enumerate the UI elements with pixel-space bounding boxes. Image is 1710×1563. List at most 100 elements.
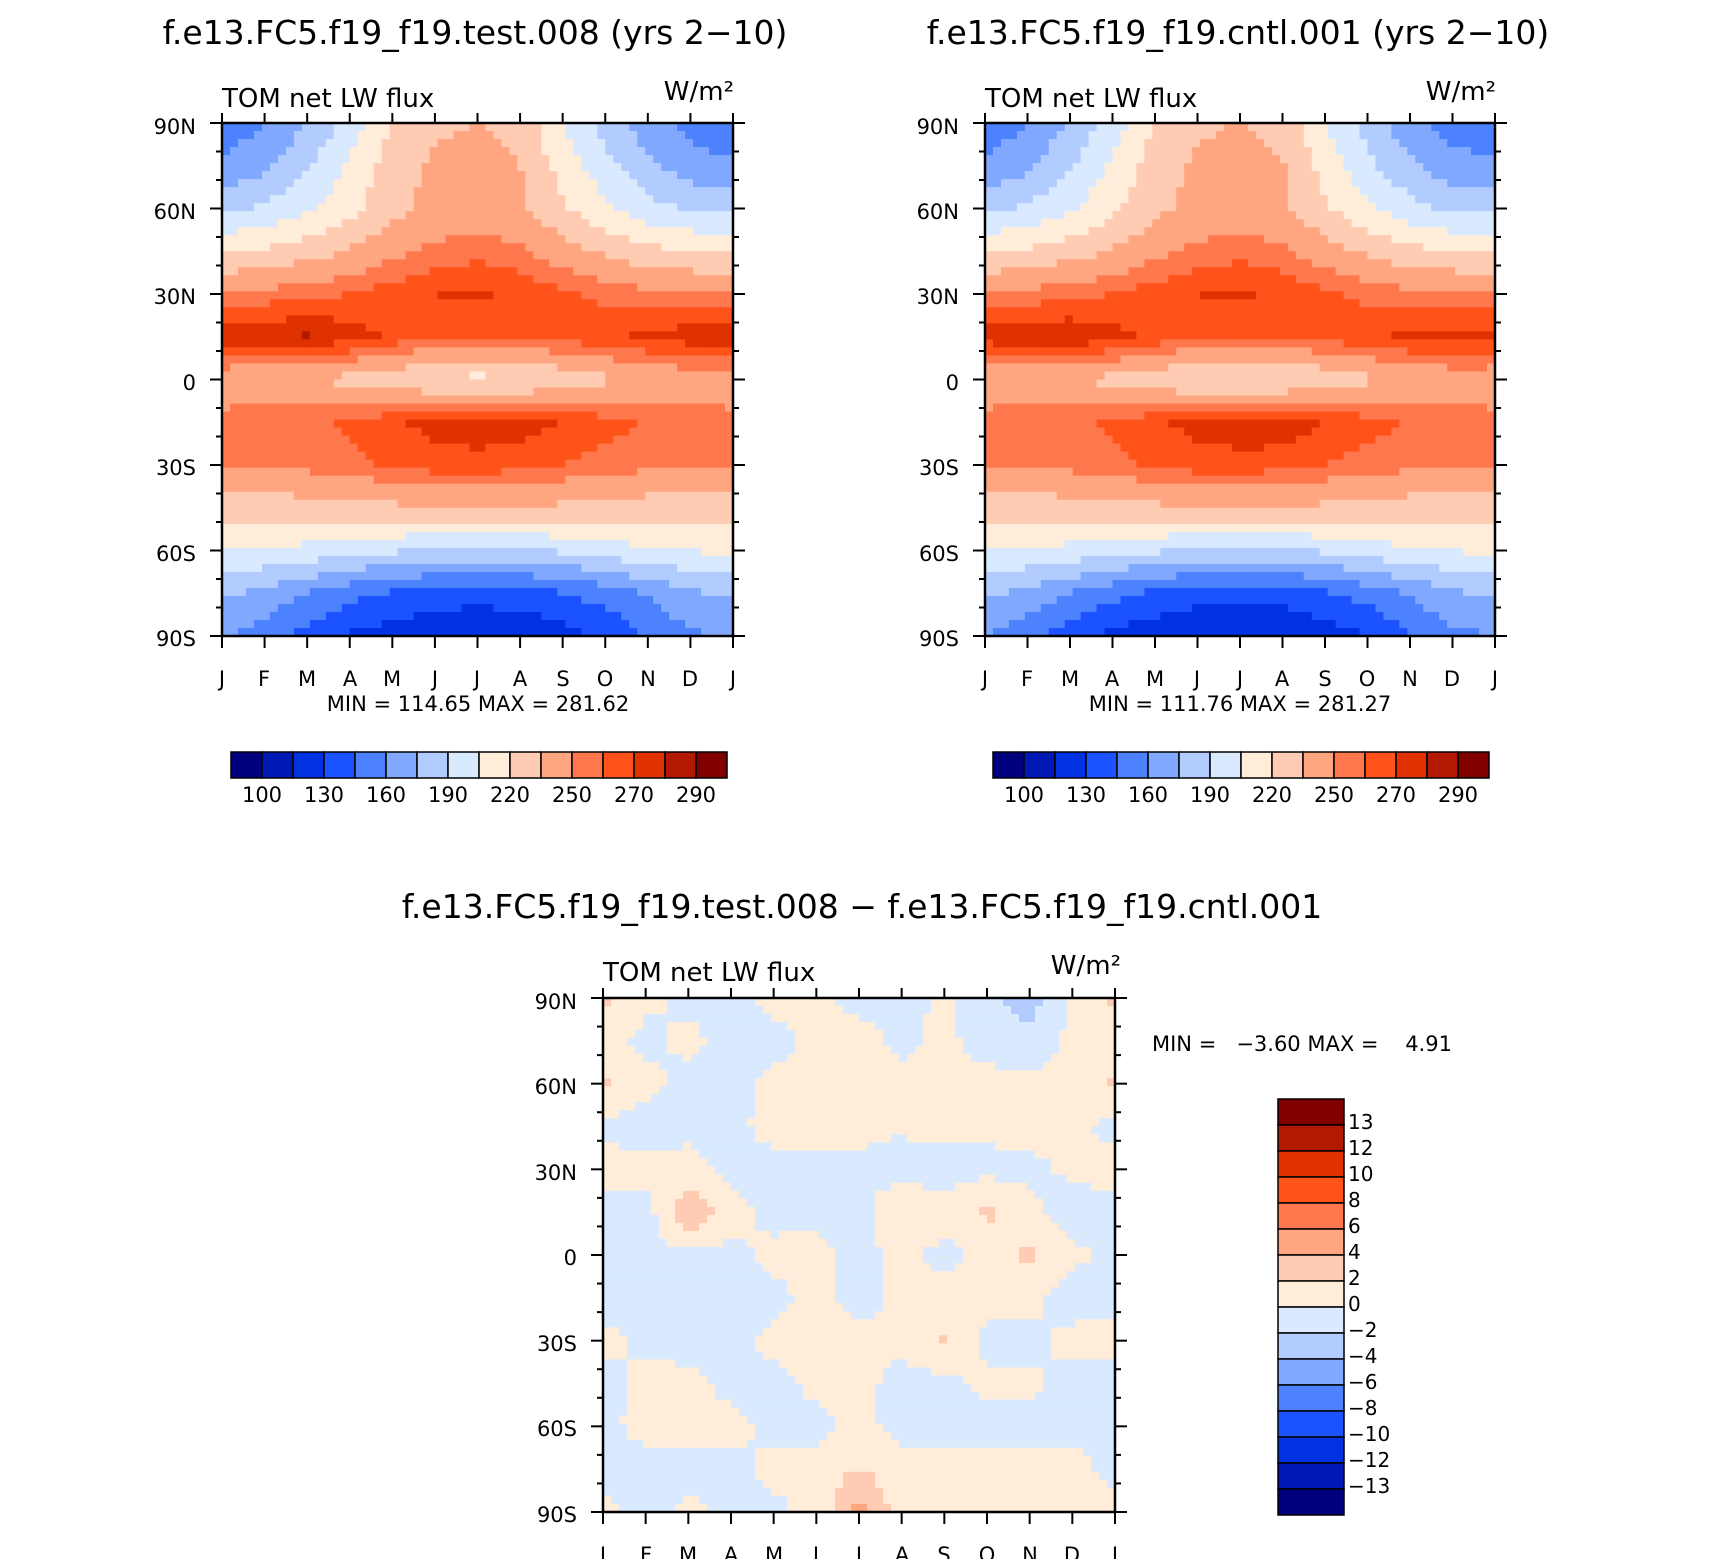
heatmap-cell <box>485 251 494 260</box>
heatmap-cell <box>246 299 255 308</box>
heatmap-cell <box>645 163 654 172</box>
heatmap-cell <box>390 251 399 260</box>
heatmap-cell <box>653 532 662 541</box>
heatmap-cell <box>1049 123 1058 132</box>
heatmap-cell <box>366 243 375 252</box>
heatmap-cell <box>238 428 247 437</box>
heatmap-cell <box>557 516 566 525</box>
heatmap-cell <box>1041 203 1050 212</box>
heatmap-cell <box>693 388 702 397</box>
heatmap-cell <box>1216 139 1225 148</box>
heatmap-cell <box>549 588 558 597</box>
heatmap-cell <box>222 179 231 188</box>
heatmap-cell <box>310 380 319 389</box>
heatmap-cell <box>677 476 686 485</box>
heatmap-cell <box>685 620 694 629</box>
heatmap-cell <box>366 283 375 292</box>
heatmap-cell <box>485 380 494 389</box>
heatmap-cell <box>1360 187 1369 196</box>
heatmap-cell <box>645 540 654 549</box>
heatmap-cell <box>685 163 694 172</box>
heatmap-cell <box>310 179 319 188</box>
heatmap-cell <box>1312 195 1321 204</box>
heatmap-cell <box>446 259 455 268</box>
heatmap-cell <box>589 388 598 397</box>
heatmap-cell <box>597 412 606 421</box>
heatmap-cell <box>525 572 534 581</box>
heatmap-cell <box>446 363 455 372</box>
heatmap-cell <box>1097 187 1106 196</box>
heatmap-cell <box>446 211 455 220</box>
heatmap-cell <box>302 187 311 196</box>
heatmap-cell <box>470 492 479 501</box>
heatmap-cell <box>597 468 606 477</box>
heatmap-cell <box>414 508 423 517</box>
heatmap-cell <box>557 388 566 397</box>
heatmap-cell <box>1081 123 1090 132</box>
heatmap-cell <box>1312 187 1321 196</box>
heatmap-cell <box>238 396 247 405</box>
heatmap-cell <box>1160 139 1169 148</box>
heatmap-cell <box>302 227 311 236</box>
heatmap-cell <box>589 436 598 445</box>
panel-title: f.e13.FC5.f19_f19.cntl.001 (yrs 2−10) <box>927 13 1550 52</box>
heatmap-cell <box>294 347 303 356</box>
heatmap-cell <box>222 460 231 469</box>
heatmap-cell <box>1113 179 1122 188</box>
heatmap-cell <box>446 291 455 300</box>
heatmap-cell <box>270 243 279 252</box>
heatmap-cell <box>446 404 455 413</box>
heatmap-cell <box>438 235 447 244</box>
heatmap-cell <box>238 404 247 413</box>
heatmap-cell <box>222 355 231 364</box>
heatmap-cell <box>701 155 710 164</box>
heatmap-cell <box>478 275 487 284</box>
heatmap-cell <box>366 331 375 340</box>
heatmap-cell <box>310 516 319 525</box>
heatmap-cell <box>605 612 614 621</box>
heatmap-cell <box>342 155 351 164</box>
heatmap-cell <box>422 532 431 541</box>
heatmap-cell <box>366 468 375 477</box>
heatmap-cell <box>390 524 399 533</box>
heatmap-cell <box>326 227 335 236</box>
heatmap-cell <box>1399 179 1408 188</box>
heatmap-cell <box>1081 187 1090 196</box>
heatmap-cell <box>597 612 606 621</box>
heatmap-cell <box>509 516 518 525</box>
heatmap-cell <box>478 291 487 300</box>
heatmap-cell <box>629 620 638 629</box>
heatmap-cell <box>1073 123 1082 132</box>
heatmap-cell <box>1224 139 1233 148</box>
heatmap-cell <box>1232 171 1241 180</box>
heatmap-cell <box>1431 147 1440 156</box>
heatmap-cell <box>222 548 231 557</box>
heatmap-cell <box>685 460 694 469</box>
heatmap-cell <box>478 331 487 340</box>
heatmap-cell <box>358 123 367 132</box>
heatmap-cell <box>557 283 566 292</box>
heatmap-cell <box>246 347 255 356</box>
heatmap-cell <box>557 420 566 429</box>
heatmap-cell <box>629 283 638 292</box>
heatmap-cell <box>1352 195 1361 204</box>
heatmap-cell <box>390 227 399 236</box>
heatmap-cell <box>1320 171 1329 180</box>
heatmap-cell <box>1176 211 1185 220</box>
heatmap-cell <box>262 363 271 372</box>
heatmap-cell <box>310 604 319 613</box>
heatmap-cell <box>230 131 239 140</box>
heatmap-cell <box>525 275 534 284</box>
heatmap-cell <box>422 404 431 413</box>
heatmap-cell <box>661 307 670 316</box>
heatmap-cell <box>1352 139 1361 148</box>
heatmap-cell <box>254 548 263 557</box>
heatmap-cell <box>254 396 263 405</box>
heatmap-cell <box>246 484 255 493</box>
heatmap-cell <box>222 131 231 140</box>
heatmap-cell <box>485 412 494 421</box>
heatmap-cell <box>278 532 287 541</box>
heatmap-cell <box>342 227 351 236</box>
heatmap-cell <box>462 275 471 284</box>
heatmap-cell <box>1073 139 1082 148</box>
